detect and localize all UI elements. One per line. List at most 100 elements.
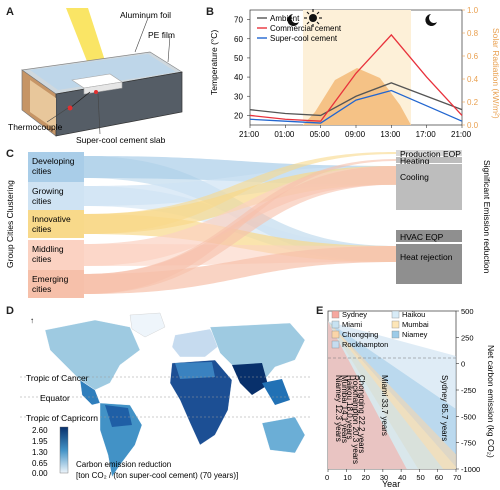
sankey-flow xyxy=(84,246,396,294)
y-tick-label: 500 xyxy=(461,307,474,316)
payback-annotation: Haikou 18.0 years xyxy=(345,375,354,439)
payback-annotation: Mumbai 14.1 years xyxy=(340,375,349,443)
panel-label-a: A xyxy=(6,6,14,18)
y2-tick-label: 1.0 xyxy=(467,6,479,15)
legend-supercool: Super-cool cement xyxy=(270,34,338,43)
panel-label-e: E xyxy=(316,305,324,317)
payback-annotation: Niamey 12.3 years xyxy=(334,375,343,442)
sun-icon xyxy=(304,9,322,27)
legend-swatch xyxy=(331,340,340,349)
cbar-tick-4: 0.00 xyxy=(32,469,48,478)
xlabel-year: Year xyxy=(382,479,400,489)
y-tick-label: 60 xyxy=(234,35,243,44)
sankey-left-label: Middling xyxy=(32,244,64,254)
x-tick-label: 17:00 xyxy=(416,130,437,139)
y2-tick-label: 0.6 xyxy=(467,52,479,61)
x-tick-label: 13:00 xyxy=(380,130,401,139)
y-tick-label: 30 xyxy=(234,92,243,101)
thermocouple-icon xyxy=(67,105,73,111)
moon-icon-2 xyxy=(425,14,437,26)
sankey-left-label: cities xyxy=(32,284,51,294)
y2-tick-label: 0.0 xyxy=(467,121,479,130)
x-tick-label: 21:00 xyxy=(451,130,472,139)
series-line-0 xyxy=(249,82,463,117)
legend-label: Haikou xyxy=(402,310,425,319)
label-thermocouple: Thermocouple xyxy=(8,122,63,132)
legend-label: Mumbai xyxy=(402,320,429,329)
setup-illustration: Aluminum foil PE film Thermocouple Super… xyxy=(8,8,183,145)
net-carbon-area xyxy=(328,321,407,469)
sankey-left-label: Growing xyxy=(32,186,64,196)
cbar-tick-0: 2.60 xyxy=(32,426,48,435)
label-tropic-capricorn: Tropic of Capricorn xyxy=(26,413,98,423)
sankey-right-node xyxy=(396,157,462,163)
cbar-tick-1: 1.95 xyxy=(32,437,48,446)
sankey-left-node xyxy=(28,270,84,298)
legend-swatch xyxy=(331,330,340,339)
cbar-unit: [ton CO₂ / (ton super-cool cement) (70 y… xyxy=(76,471,238,480)
sankey-right-label: Cooling xyxy=(400,172,429,182)
sankey-left-label: Emerging xyxy=(32,274,69,284)
x-tick-label: 09:00 xyxy=(345,130,366,139)
panel-label-b: B xyxy=(206,6,214,18)
label-aluminum-foil: Aluminum foil xyxy=(120,10,171,20)
y-tick-label: 20 xyxy=(234,111,243,120)
x-tick-label: 50 xyxy=(416,473,424,482)
sankey-left-label: Developing xyxy=(32,156,75,166)
y-tick-label: -500 xyxy=(461,412,476,421)
legend-label: Sydney xyxy=(342,310,367,319)
x-tick-label: 40 xyxy=(398,473,406,482)
sankey-left-node xyxy=(28,182,84,210)
map-central-america xyxy=(79,379,101,406)
sankey-right-node xyxy=(396,164,462,210)
payback-annotation: Rockhampton 20.3 years xyxy=(351,375,360,464)
map-greenland xyxy=(129,312,166,338)
y-tick-label: 70 xyxy=(234,16,243,25)
legend-label: Niamey xyxy=(402,330,428,339)
label-equator: Equator xyxy=(40,393,70,403)
map-australia xyxy=(261,416,306,454)
label-cement-slab: Super-cool cement slab xyxy=(76,135,166,145)
payback-annotation: Sydney 85.7 years xyxy=(440,375,449,441)
sunlight-beam xyxy=(66,8,108,74)
legend-swatch xyxy=(391,330,400,339)
y2-tick-label: 0.2 xyxy=(467,98,479,107)
ylabel-solar: Solar Radiation (kW/m²) xyxy=(491,28,500,119)
label-tropic-cancer: Tropic of Cancer xyxy=(26,373,89,383)
x-tick-label: 60 xyxy=(435,473,443,482)
y-tick-label: -750 xyxy=(461,439,476,448)
legend-swatch xyxy=(391,310,400,319)
x-tick-label: 0 xyxy=(325,473,329,482)
y-tick-label: 40 xyxy=(234,73,243,82)
payback-annotation: Miami 33.7 years xyxy=(380,375,389,436)
legend-swatch xyxy=(331,320,340,329)
sankey-diagram: Group Cities Clustering Significant Emis… xyxy=(5,149,492,298)
sankey-left-label: Innovative xyxy=(32,214,71,224)
y-tick-label: -1000 xyxy=(461,465,480,474)
x-tick-label: 01:00 xyxy=(274,130,295,139)
x-tick-label: 05:00 xyxy=(310,130,331,139)
y-tick-label: -250 xyxy=(461,386,476,395)
series-line-2 xyxy=(249,89,463,124)
map-africa xyxy=(169,359,233,446)
legend-swatch xyxy=(391,320,400,329)
y-tick-label: 250 xyxy=(461,333,474,342)
colorbar xyxy=(59,426,69,474)
cbar-title: Carbon emission reduction xyxy=(76,460,171,469)
sankey-right-axis-label: Significant Emission reduction xyxy=(482,160,492,274)
x-tick-label: 20 xyxy=(362,473,370,482)
legend-b: Ambient Commercial cement Super-cool cem… xyxy=(257,14,342,43)
sankey-left-node xyxy=(28,152,84,182)
sankey-right-label: Heating xyxy=(400,156,430,166)
legend-ambient: Ambient xyxy=(270,14,300,23)
sankey-left-node xyxy=(28,210,84,238)
legend-commercial: Commercial cement xyxy=(270,24,342,33)
y-tick-label: 0 xyxy=(461,360,465,369)
panel-label-c: C xyxy=(6,148,14,160)
ylabel-net-carbon: Net carbon emission (kg CO₂) xyxy=(486,345,496,458)
sankey-right-node xyxy=(396,230,462,242)
cbar-tick-2: 1.30 xyxy=(32,448,48,457)
sankey-flow xyxy=(84,152,396,234)
payback-annotation: Chongqing 22.2 years xyxy=(357,375,366,453)
map-asia xyxy=(209,322,306,384)
